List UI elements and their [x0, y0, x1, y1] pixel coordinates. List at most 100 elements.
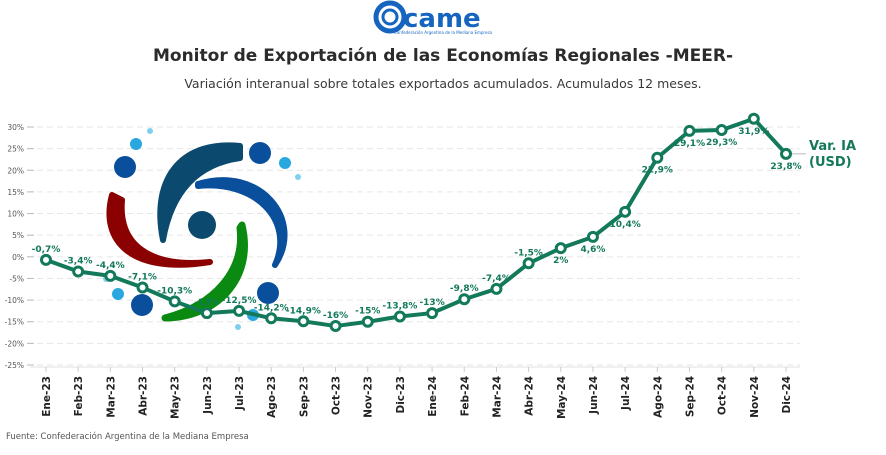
x-tick-label: Sep-24 — [684, 376, 696, 417]
x-tick-label: Feb-23 — [73, 376, 85, 416]
decor-dot — [235, 324, 241, 330]
x-tick-label: Dic-24 — [781, 376, 793, 414]
data-point — [297, 315, 310, 328]
x-tick-label: May-24 — [556, 376, 568, 419]
data-label: -13% — [194, 298, 219, 308]
data-label: 29,3% — [706, 138, 737, 148]
data-point — [136, 281, 149, 294]
data-label: -13,8% — [382, 302, 417, 312]
logo-subtitle: Confederación Argentina de la Mediana Em… — [394, 30, 492, 35]
y-tick-label: 30% — [7, 123, 24, 132]
series-name-label: Var. IA — [809, 139, 856, 154]
logo-wordmark: came — [403, 4, 481, 34]
y-tick-label: 5% — [12, 231, 24, 240]
data-point — [554, 242, 567, 255]
x-tick-label: May-23 — [170, 376, 182, 419]
x-tick-label: Ago-24 — [652, 376, 664, 418]
x-tick-label: Dic-23 — [395, 376, 407, 414]
data-label: -7,4% — [482, 274, 511, 284]
data-point — [522, 257, 535, 270]
x-tick-label: Oct-23 — [331, 376, 343, 415]
data-point — [393, 310, 406, 323]
x-tick-label: Ago-23 — [266, 376, 278, 418]
data-label: 10,4% — [610, 220, 641, 230]
y-tick-label: 0% — [12, 253, 24, 262]
data-label: -3,4% — [64, 257, 93, 267]
x-tick-label: Feb-24 — [459, 376, 471, 416]
series-name-label: (USD) — [809, 155, 852, 170]
data-label: 23,8% — [770, 162, 801, 172]
data-point — [200, 307, 213, 320]
data-point — [490, 282, 503, 295]
swirl-blue-arc — [195, 177, 288, 268]
data-label: -9,8% — [450, 284, 479, 294]
swirl-red-arc — [106, 192, 213, 268]
data-point — [329, 320, 342, 333]
swirl-dark-blue-arc — [157, 142, 243, 243]
data-label: -4,4% — [96, 261, 125, 271]
x-axis: Ene-23 Feb-23 Mar-23 Abr-23 May-23 Jun-23 Jul-… — [30, 366, 800, 419]
data-label: -14,2% — [254, 303, 289, 313]
decor-center-dot — [188, 211, 216, 239]
chart-subtitle: Variación interanual sobre totales expor… — [184, 76, 702, 91]
decor-dot — [147, 128, 153, 134]
decor-dot — [112, 288, 124, 300]
x-tick-label: Nov-23 — [363, 376, 375, 418]
y-tick-label: 20% — [7, 166, 24, 175]
y-tick-label: -15% — [5, 318, 24, 327]
y-axis: 30% 25% 20% 15% 10% 5% 0% -5% -10% -15% -20% -25% — [5, 123, 34, 370]
decor-dot — [279, 157, 291, 169]
y-tick-label: -25% — [5, 361, 24, 370]
data-label: -1,5% — [514, 248, 543, 258]
x-tick-label: Jun-24 — [588, 376, 600, 415]
x-tick-label: Abr-24 — [524, 376, 536, 416]
x-tick-label: Ene-24 — [427, 376, 439, 417]
decor-dot — [114, 156, 136, 178]
data-point — [715, 124, 728, 137]
data-label: -0,7% — [32, 245, 61, 255]
y-tick-label: 15% — [7, 188, 24, 197]
data-point — [780, 147, 792, 160]
x-tick-label: Mar-24 — [491, 376, 503, 418]
gridlines — [27, 126, 800, 366]
y-tick-label: -5% — [9, 274, 24, 283]
x-tick-label: Oct-24 — [717, 376, 729, 415]
data-label: -13% — [419, 298, 444, 308]
data-point — [586, 230, 599, 243]
data-point — [168, 295, 181, 308]
decor-dot — [257, 282, 279, 304]
y-tick-label: -20% — [5, 339, 24, 348]
data-label: -16% — [323, 311, 348, 321]
x-tick-label: Abr-23 — [138, 376, 150, 416]
chart-title: Monitor de Exportación de las Economías … — [152, 46, 734, 66]
x-tick-label: Jul-23 — [234, 376, 246, 411]
data-point — [651, 151, 664, 164]
data-point — [683, 124, 696, 137]
data-point — [233, 304, 246, 317]
data-point — [72, 265, 85, 278]
data-label: 4,6% — [580, 245, 605, 255]
data-point — [361, 315, 374, 328]
x-tick-label: Mar-23 — [105, 376, 117, 418]
data-label: -7,1% — [128, 273, 157, 283]
series-legend: Var. IA(USD) — [792, 139, 856, 170]
data-label: -14,9% — [286, 306, 321, 316]
data-point — [426, 307, 439, 320]
data-label: -10,3% — [157, 286, 192, 296]
data-label: 22,9% — [642, 166, 673, 176]
data-label: -15% — [355, 307, 380, 317]
data-point — [619, 205, 632, 218]
data-label: 2% — [553, 256, 568, 266]
x-tick-label: Sep-23 — [298, 376, 310, 417]
swirl-green-arc — [161, 221, 248, 322]
x-tick-label: Nov-24 — [749, 376, 761, 418]
x-tick-label: Jun-23 — [202, 376, 214, 415]
series-var-ia: -0,7%-3,4% -4,4%-7,1%-10,3%-13% -12,5%-14,… — [32, 112, 802, 333]
y-tick-label: 10% — [7, 210, 24, 219]
x-tick-label: Ene-23 — [41, 376, 53, 417]
source-note: Fuente: Confederación Argentina de la Me… — [6, 432, 249, 442]
data-label: 29,1% — [674, 139, 705, 149]
data-label: -12,5% — [222, 296, 257, 306]
data-label: 31,9% — [738, 127, 769, 137]
